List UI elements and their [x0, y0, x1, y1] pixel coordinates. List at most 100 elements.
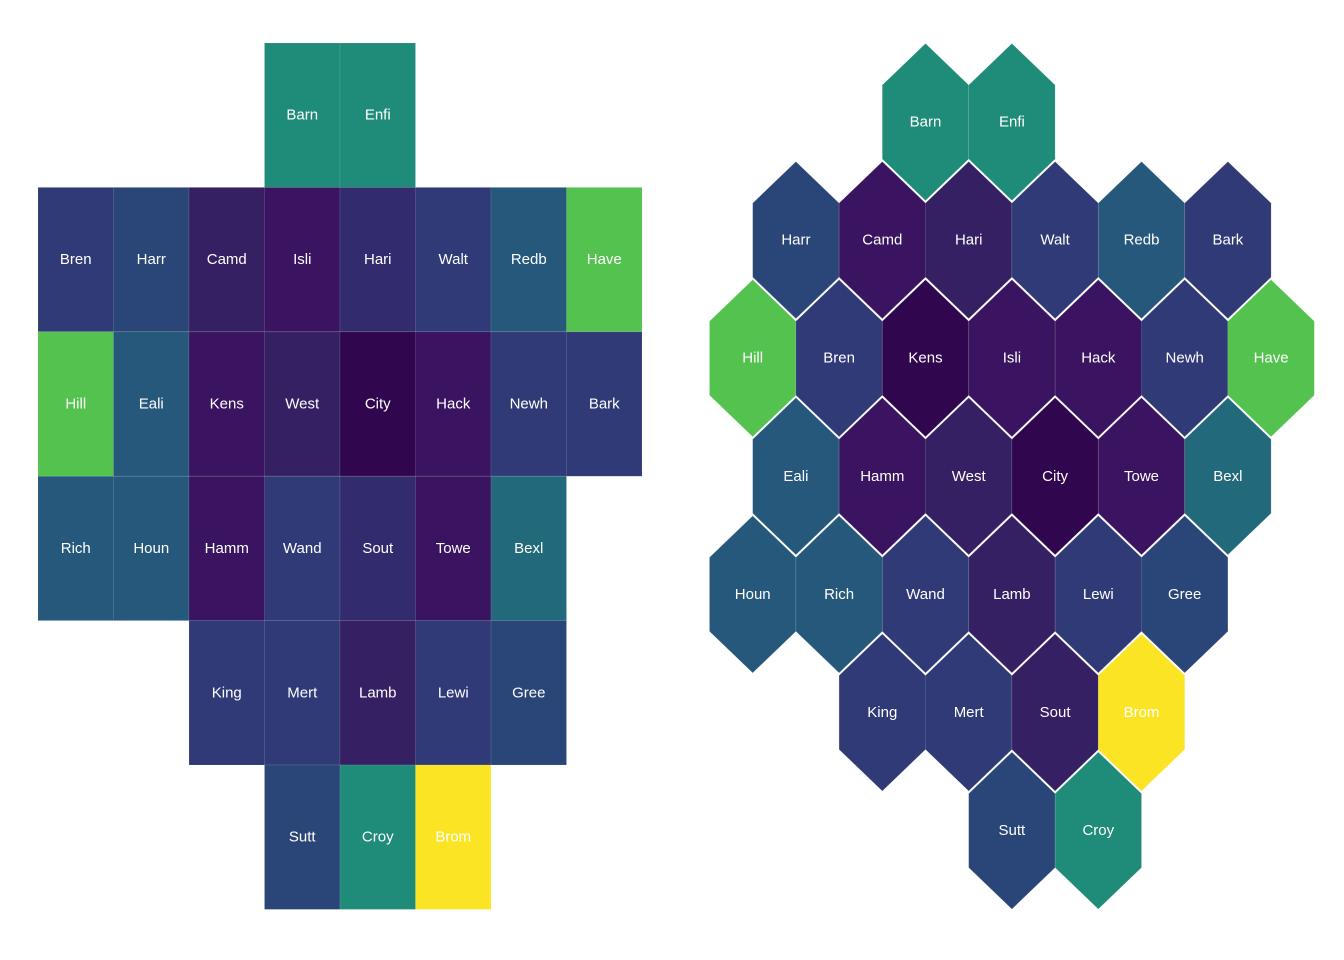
hex-tile-label: Croy [1082, 822, 1114, 839]
hex-tile [1141, 515, 1229, 674]
square-tile [339, 42, 416, 188]
hex-tile-label: Eali [783, 468, 808, 485]
square-tile-label: King [212, 684, 242, 701]
square-tile-label: Have [587, 251, 622, 268]
square-tile-label: Hamm [205, 540, 249, 557]
hex-tile-label: Hill [742, 350, 763, 367]
square-tile-label: Harr [137, 251, 166, 268]
square-tile-label: Barn [286, 107, 318, 124]
hex-tile [1184, 397, 1272, 556]
square-tile-map: Barn Enfi Bren Harr Camd Isli Hari Walt Redb Have… [37, 42, 643, 910]
square-tile-label: Brom [435, 829, 471, 846]
square-tile-label: Sutt [289, 829, 317, 846]
square-tile-label: Bexl [514, 540, 543, 557]
square-tile [339, 475, 416, 622]
square-tile-label: Houn [133, 540, 169, 557]
square-tile [490, 475, 567, 622]
square-tile [339, 620, 416, 766]
square-tile [113, 186, 190, 333]
hex-tile-label: Brom [1124, 704, 1160, 721]
square-tile-label: Isli [293, 251, 311, 268]
square-tile-label: Lamb [359, 684, 397, 701]
hex-tile-label: Newh [1166, 350, 1204, 367]
square-tile [188, 475, 265, 622]
hex-tile-label: Camd [862, 232, 902, 249]
hex-tile-label: Bren [823, 350, 855, 367]
square-tile-label: Lewi [438, 684, 469, 701]
square-tile [566, 186, 643, 333]
hex-tile-label: Bexl [1213, 468, 1242, 485]
square-tile-label: Rich [61, 540, 91, 557]
square-tile [113, 475, 190, 622]
hex-tile-label: Houn [735, 586, 771, 603]
hex-tile-label: West [952, 468, 987, 485]
hex-tile-label: Mert [954, 704, 985, 721]
square-tile-label: Enfi [365, 107, 391, 124]
hex-tile-label: Redb [1124, 232, 1160, 249]
hex-tile-label: Harr [781, 232, 810, 249]
hex-tile-label: Have [1254, 350, 1289, 367]
square-tile-label: Hari [364, 251, 392, 268]
hex-tile-label: Gree [1168, 586, 1201, 603]
square-tile-label: Bren [60, 251, 92, 268]
hex-tile-label: Barn [910, 114, 942, 131]
hex-tile-label: Isli [1003, 350, 1021, 367]
square-tile [415, 764, 492, 910]
square-tile [415, 620, 492, 766]
square-tile [339, 331, 416, 477]
square-tile [566, 331, 643, 477]
square-tile [264, 475, 341, 622]
square-tile [264, 42, 341, 188]
hex-tile [968, 42, 1056, 202]
square-tile-label: City [365, 396, 391, 413]
hex-tile [1054, 751, 1142, 910]
square-tile-label: Hack [436, 396, 471, 413]
hex-tile [1097, 633, 1186, 792]
hex-tile-label: Sout [1040, 704, 1072, 721]
hex-tile-label: Hari [955, 232, 983, 249]
hex-tile [1227, 279, 1315, 438]
hex-tile-label: City [1042, 468, 1068, 485]
hex-tile-label: Wand [906, 586, 945, 603]
hex-tile-label: Lewi [1083, 586, 1114, 603]
hex-tile-label: Hamm [860, 468, 904, 485]
square-tile [490, 620, 567, 766]
square-tile-label: Walt [439, 251, 469, 268]
square-tile-label: Kens [210, 396, 244, 413]
square-tile-label: West [285, 396, 320, 413]
square-tile-label: Hill [65, 396, 86, 413]
square-tile [37, 186, 114, 333]
square-tile [415, 331, 492, 477]
square-tile-label: Towe [436, 540, 471, 557]
square-tile-label: Sout [362, 540, 394, 557]
hex-tile-label: Sutt [999, 822, 1027, 839]
hex-tile-label: Kens [908, 350, 942, 367]
square-tile-label: Eali [139, 396, 164, 413]
hex-tile-map: Barn Enfi Harr Camd Hari Walt Redb Bark Hill Bren… [709, 42, 1315, 910]
square-tile [415, 186, 492, 333]
square-tile-label: Wand [283, 540, 322, 557]
hex-tile-label: King [867, 704, 897, 721]
square-tile-label: Redb [511, 251, 547, 268]
hex-tile-label: Lamb [993, 586, 1031, 603]
hex-tile-label: Rich [824, 586, 854, 603]
hex-tile-label: Towe [1124, 468, 1159, 485]
square-tile-label: Bark [589, 396, 620, 413]
hex-tile-label: Enfi [999, 114, 1025, 131]
square-tile-label: Mert [287, 684, 318, 701]
hex-tile-label: Hack [1081, 350, 1116, 367]
square-tile [264, 620, 341, 766]
square-tile [264, 186, 341, 333]
hex-tile [1184, 161, 1272, 320]
square-tile [37, 475, 114, 622]
square-tile-label: Gree [512, 684, 545, 701]
square-tile [188, 186, 265, 333]
square-tile-label: Croy [362, 829, 394, 846]
square-tile [113, 331, 190, 477]
hex-tile-label: Bark [1212, 232, 1243, 249]
square-tile [264, 331, 341, 477]
square-tile [264, 764, 341, 910]
square-tile [188, 331, 265, 477]
square-tile-label: Camd [207, 251, 247, 268]
